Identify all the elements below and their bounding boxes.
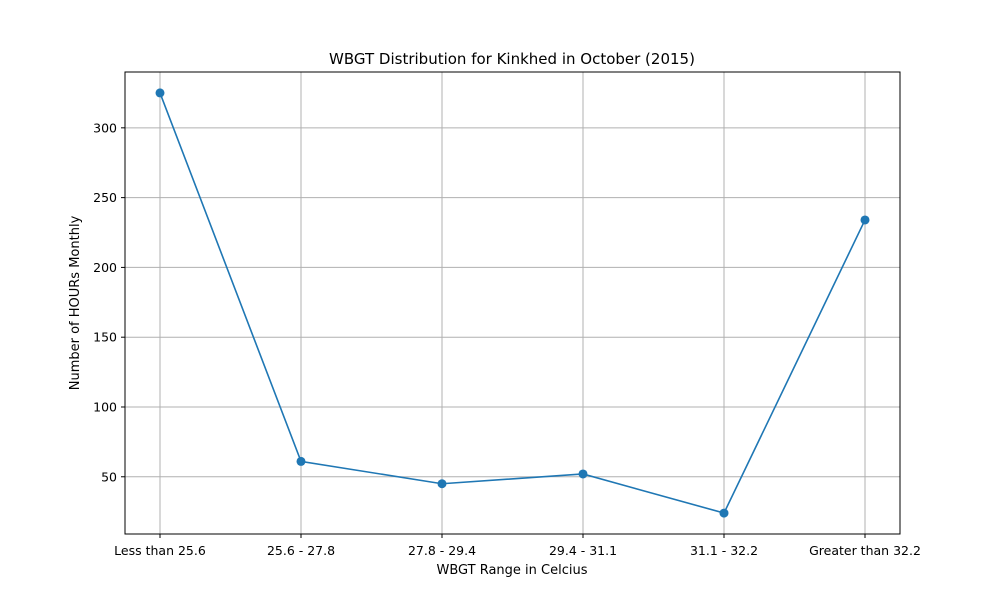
x-tick-label: 31.1 - 32.2	[690, 543, 758, 558]
y-tick-label: 300	[93, 120, 117, 135]
x-tick-label: 29.4 - 31.1	[549, 543, 617, 558]
grid	[125, 72, 900, 534]
x-axis: Less than 25.6 25.6 - 27.8 27.8 - 29.4 29.4…	[114, 534, 921, 558]
data-point	[437, 479, 447, 489]
x-axis-label: WBGT Range in Celcius	[436, 563, 587, 578]
y-axis-label: Number of HOURs Monthly	[68, 215, 83, 390]
data-point	[860, 215, 870, 225]
y-tick-label: 50	[101, 469, 117, 484]
y-tick-label: 250	[93, 190, 117, 205]
x-tick-label: Less than 25.6	[114, 543, 206, 558]
data-point	[578, 469, 588, 479]
data-point	[155, 88, 165, 98]
x-tick-label: Greater than 32.2	[809, 543, 921, 558]
y-axis: 50 100 150 200 250 300	[93, 120, 125, 484]
y-tick-label: 200	[93, 260, 117, 275]
x-tick-label: 27.8 - 29.4	[408, 543, 476, 558]
y-tick-label: 100	[93, 399, 117, 414]
chart-title: WBGT Distribution for Kinkhed in October…	[329, 50, 695, 68]
series	[155, 88, 870, 518]
data-point	[296, 456, 306, 466]
series-line	[159, 92, 866, 515]
plot-frame	[124, 71, 901, 535]
x-tick-label: 25.6 - 27.8	[267, 543, 335, 558]
y-tick-label: 150	[93, 330, 117, 345]
data-point	[719, 508, 729, 518]
